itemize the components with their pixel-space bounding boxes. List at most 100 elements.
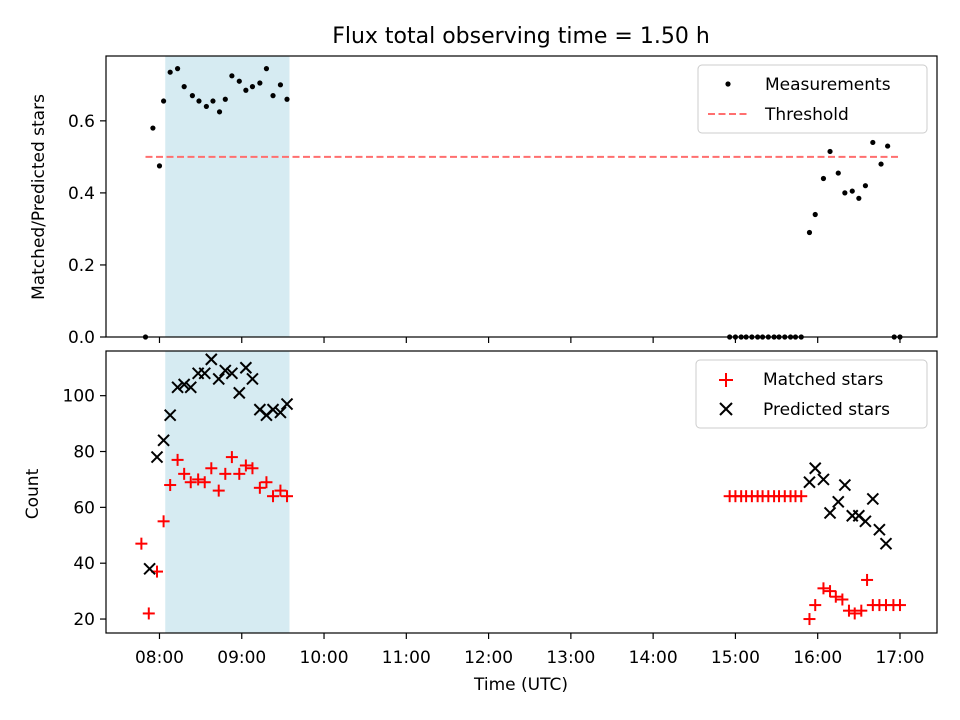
count-xtick-label: 12:00 — [464, 648, 513, 668]
matched-point — [855, 604, 868, 617]
count-xtick-label: 10:00 — [300, 648, 349, 668]
count-xtick-label: 11:00 — [382, 648, 431, 668]
count-xtick-label: 13:00 — [546, 648, 595, 668]
measurement-point — [856, 195, 862, 201]
matched-point — [192, 473, 205, 486]
measurement-point — [820, 175, 827, 182]
predicted-point — [157, 434, 170, 447]
predicted-point — [823, 506, 837, 520]
predicted-point — [198, 367, 211, 380]
measurement-point — [210, 98, 216, 104]
matched-point — [253, 481, 266, 494]
measurement-point — [870, 139, 876, 146]
predicted-point — [163, 409, 177, 422]
ratio-plot-frame — [105, 55, 938, 338]
predicted-point — [873, 523, 886, 536]
measurement-point — [885, 143, 891, 149]
count-legend: Matched stars Predicted stars — [695, 359, 928, 429]
measurement-point — [203, 103, 209, 110]
ratio-ytick-label: 0.2 — [68, 256, 95, 276]
matched-point — [893, 599, 906, 612]
measurement-point — [842, 190, 848, 196]
count-xtick-label: 17:00 — [875, 648, 924, 668]
predicted-point — [803, 476, 816, 489]
ratio-y-axis-label: Matched/Predicted stars — [29, 94, 49, 300]
predicted-point — [239, 361, 253, 374]
measurement-point — [827, 148, 833, 155]
count-ytick-label: 80 — [73, 443, 95, 463]
predicted-point — [838, 478, 852, 492]
predicted-point — [817, 473, 830, 486]
predicted-point — [274, 406, 287, 419]
predicted-point — [219, 364, 232, 377]
count-shaded-span — [165, 351, 290, 633]
count-xtick-label: 16:00 — [793, 648, 842, 668]
predicted-point — [246, 372, 259, 386]
matched-point — [817, 582, 830, 595]
matched-point — [836, 593, 849, 606]
matched-point — [274, 484, 287, 497]
matched-point — [260, 476, 273, 489]
matched-point — [205, 462, 218, 475]
ratio-ytick-label: 0.6 — [68, 112, 95, 132]
count-xtick-label: 15:00 — [711, 648, 760, 668]
matched-point — [178, 467, 191, 480]
measurement-point — [862, 183, 869, 189]
measurement-point — [270, 93, 276, 99]
matched-point — [803, 613, 816, 626]
matched-point — [842, 604, 855, 617]
measurement-point — [222, 96, 228, 102]
measurement-point — [812, 211, 818, 218]
predicted-point — [859, 515, 872, 528]
matched-point — [198, 476, 211, 489]
matched-point — [795, 490, 808, 503]
matched-point — [267, 490, 280, 503]
measurement-point — [181, 84, 187, 90]
ratio-shaded-span — [165, 56, 290, 337]
count-xtick-label: 08:00 — [135, 648, 184, 668]
matched-point — [225, 451, 238, 464]
predicted-point — [866, 492, 880, 506]
matched-point — [171, 453, 184, 466]
matched-point — [164, 479, 177, 492]
matched-legend-label: Matched stars — [763, 370, 883, 390]
measurement-point — [150, 125, 156, 131]
measurement-point — [243, 87, 249, 93]
measurement-point — [284, 96, 290, 102]
matched-point — [135, 537, 148, 550]
matched-point — [861, 573, 874, 586]
predicted-point — [832, 495, 845, 508]
measurement-point — [878, 161, 884, 167]
predicted-point — [879, 537, 893, 550]
measurement-point — [229, 73, 235, 79]
measurement-point — [249, 84, 256, 90]
predicted-point — [150, 450, 164, 464]
measurement-point — [257, 80, 263, 86]
predicted-point — [171, 381, 184, 394]
count-ytick-label: 60 — [73, 498, 95, 518]
matched-point — [829, 590, 842, 603]
predicted-point — [809, 462, 822, 475]
predicted-point — [225, 367, 239, 380]
measurement-point — [167, 69, 173, 75]
measurement-point — [236, 78, 242, 84]
ratio-panel: 0.0 0.2 0.4 0.6 Matched/Predicted stars Mea… — [29, 55, 938, 348]
measurement-point — [189, 93, 195, 99]
x-axis-label: Time (UTC) — [473, 675, 568, 695]
predicted-point — [280, 397, 294, 411]
predicted-point — [177, 378, 191, 391]
predicted-point — [184, 381, 197, 394]
measurement-point — [216, 109, 223, 115]
measurement-point — [263, 66, 270, 72]
chart-title: Flux total observing time = 1.50 h — [332, 24, 710, 49]
measurement-point — [806, 229, 813, 236]
measurement-point — [156, 163, 163, 169]
measurement-point — [277, 82, 284, 88]
matched-point — [239, 459, 252, 472]
matched-point — [212, 484, 225, 497]
predicted-point — [143, 562, 156, 575]
matched-point — [233, 467, 246, 480]
measurement-point — [160, 98, 167, 104]
predicted-legend-label: Predicted stars — [763, 400, 890, 420]
